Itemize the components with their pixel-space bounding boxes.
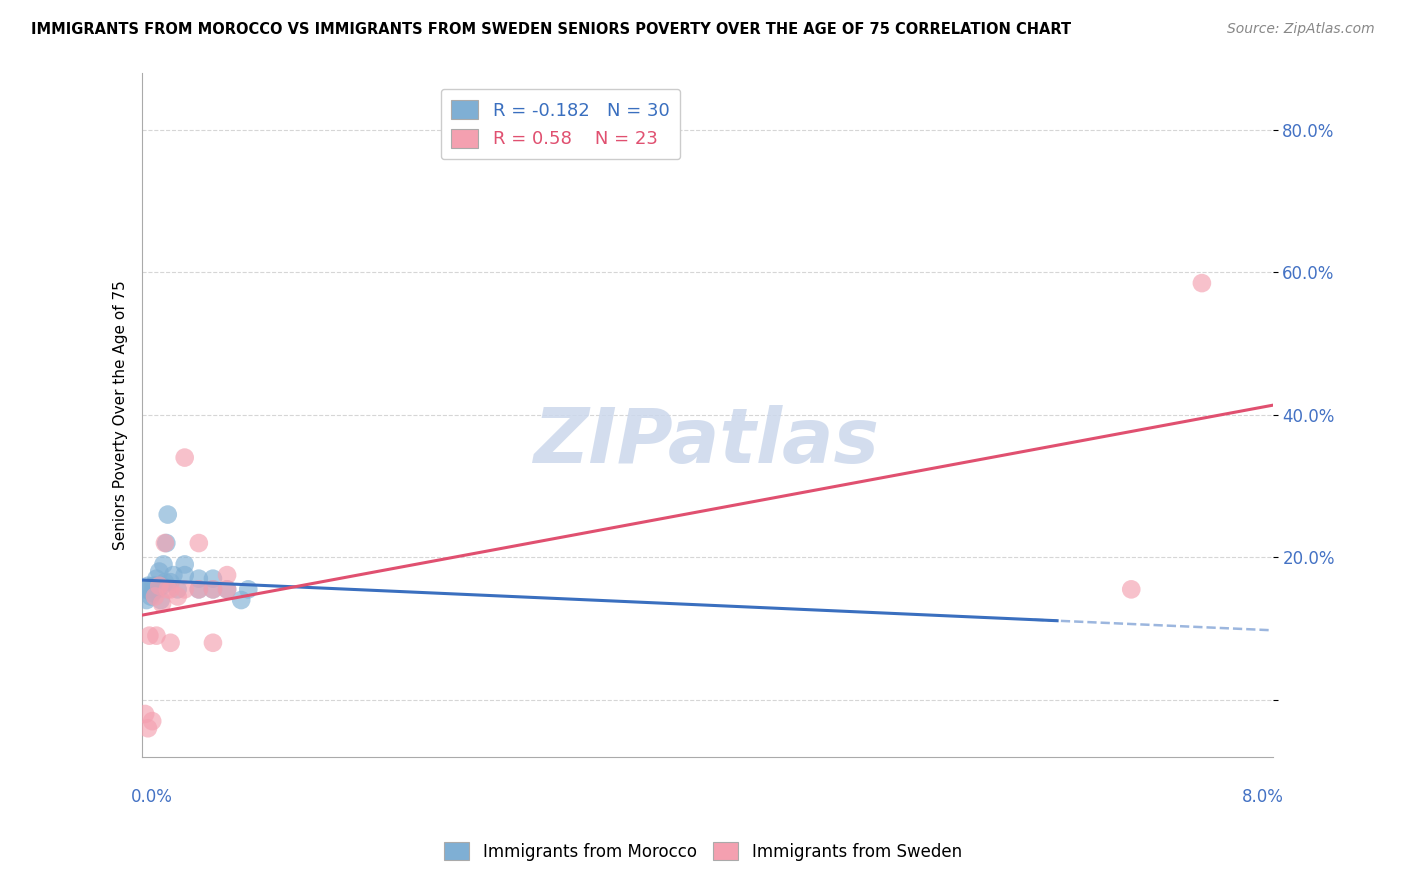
Point xyxy=(150,597,173,611)
Point xyxy=(159,636,181,650)
Point xyxy=(134,706,156,721)
Point xyxy=(139,590,162,604)
Point xyxy=(141,714,163,728)
Y-axis label: Seniors Poverty Over the Age of 75: Seniors Poverty Over the Age of 75 xyxy=(114,280,128,549)
Point xyxy=(134,582,156,597)
Text: IMMIGRANTS FROM MOROCCO VS IMMIGRANTS FROM SWEDEN SENIORS POVERTY OVER THE AGE O: IMMIGRANTS FROM MOROCCO VS IMMIGRANTS FR… xyxy=(31,22,1071,37)
Point xyxy=(142,579,165,593)
Point xyxy=(138,629,160,643)
Point xyxy=(159,582,181,597)
Point xyxy=(143,590,166,604)
Point xyxy=(152,558,174,572)
Point xyxy=(201,582,224,597)
Point xyxy=(217,582,239,597)
Point xyxy=(187,582,209,597)
Point xyxy=(201,636,224,650)
Point xyxy=(173,582,195,597)
Point xyxy=(173,568,195,582)
Point xyxy=(146,582,169,597)
Point xyxy=(173,450,195,465)
Point xyxy=(143,582,166,597)
Point xyxy=(145,572,167,586)
Point xyxy=(153,536,176,550)
Point xyxy=(138,582,160,597)
Legend: R = -0.182   N = 30, R = 0.58    N = 23: R = -0.182 N = 30, R = 0.58 N = 23 xyxy=(440,89,681,160)
Point xyxy=(166,582,188,597)
Point xyxy=(159,575,181,590)
Point xyxy=(238,582,260,597)
Point xyxy=(187,572,209,586)
Point xyxy=(136,721,159,735)
Point xyxy=(201,572,224,586)
Point xyxy=(231,593,253,607)
Text: 0.0%: 0.0% xyxy=(131,788,173,805)
Point xyxy=(162,568,184,582)
Point xyxy=(187,582,209,597)
Point xyxy=(148,579,170,593)
Point xyxy=(156,508,179,522)
Point xyxy=(155,536,177,550)
Text: Source: ZipAtlas.com: Source: ZipAtlas.com xyxy=(1227,22,1375,37)
Point xyxy=(187,536,209,550)
Point xyxy=(149,593,172,607)
Point xyxy=(145,629,167,643)
Point xyxy=(148,565,170,579)
Point xyxy=(150,579,173,593)
Point xyxy=(156,582,179,597)
Point xyxy=(201,582,224,597)
Point xyxy=(141,586,163,600)
Point xyxy=(1121,582,1143,597)
Point xyxy=(217,582,239,597)
Point xyxy=(173,558,195,572)
Legend: Immigrants from Morocco, Immigrants from Sweden: Immigrants from Morocco, Immigrants from… xyxy=(437,836,969,868)
Point xyxy=(136,579,159,593)
Point xyxy=(135,593,157,607)
Text: 8.0%: 8.0% xyxy=(1241,788,1284,805)
Point xyxy=(1191,276,1213,290)
Point xyxy=(166,590,188,604)
Point xyxy=(145,579,167,593)
Point xyxy=(153,575,176,590)
Point xyxy=(217,568,239,582)
Text: ZIPatlas: ZIPatlas xyxy=(534,405,880,479)
